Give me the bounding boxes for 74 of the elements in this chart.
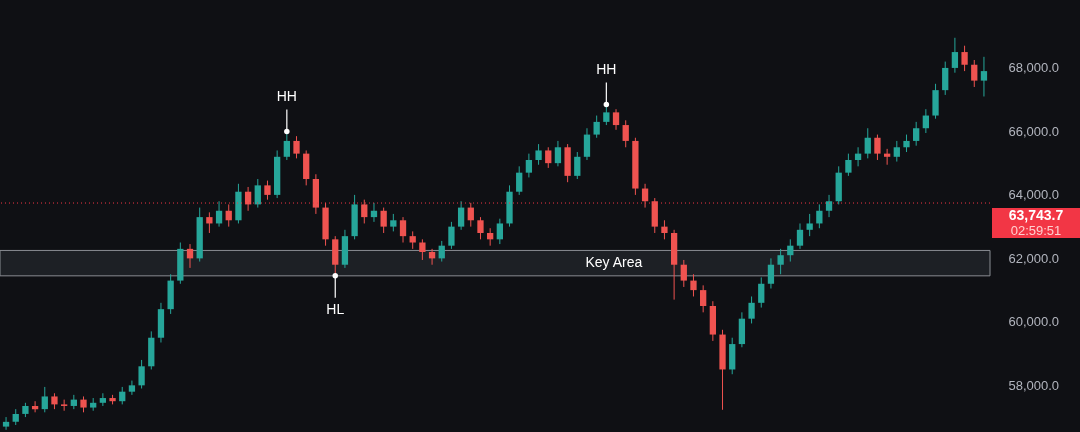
candlestick — [913, 121, 920, 147]
candlestick — [922, 108, 929, 134]
candlestick — [419, 238, 426, 261]
candlestick — [612, 108, 620, 131]
candlestick — [874, 134, 881, 161]
candlestick — [787, 238, 794, 263]
candlestick — [496, 218, 503, 245]
candlestick — [264, 180, 271, 201]
candlestick — [428, 248, 436, 266]
candlestick — [661, 219, 668, 240]
candlestick — [457, 200, 465, 231]
candlestick — [864, 127, 871, 159]
candlestick — [438, 240, 445, 263]
candlestick — [99, 392, 107, 407]
candlestick — [942, 61, 949, 96]
candlestick — [690, 273, 697, 297]
candlestick — [61, 399, 68, 412]
y-tick-label: 68,000.0 — [1008, 60, 1060, 76]
candlestick — [293, 135, 300, 159]
candlestick — [254, 178, 261, 209]
y-tick-label: 66,000.0 — [1008, 123, 1060, 139]
band-label: Key Area — [585, 254, 643, 271]
candlestick — [700, 284, 707, 313]
candlestick — [758, 276, 765, 309]
candlestick — [186, 243, 194, 269]
candlestick — [370, 202, 378, 223]
candlestick — [951, 37, 959, 74]
candlestick — [796, 222, 804, 250]
candlestick — [138, 359, 145, 390]
y-tick-label: 64,000.0 — [1008, 187, 1060, 203]
y-tick-label: 60,000.0 — [1008, 314, 1060, 330]
text: 02:59:51 — [1010, 223, 1062, 239]
candlestick — [593, 115, 600, 139]
candlestick — [215, 200, 223, 228]
candlestick — [971, 59, 978, 88]
candlestick — [477, 216, 484, 240]
candlestick — [448, 221, 455, 250]
candlestick — [31, 400, 39, 413]
annotation: HH — [596, 61, 617, 78]
y-tick-label: 58,000.0 — [1008, 377, 1060, 393]
candlestick — [545, 146, 552, 169]
candlestick — [893, 140, 900, 163]
candlestick — [680, 259, 687, 288]
candlestick — [777, 248, 784, 275]
candlestick — [816, 203, 823, 229]
candlestick — [399, 216, 407, 243]
candlestick — [554, 140, 562, 167]
candlestick — [380, 207, 387, 234]
candlestick — [961, 45, 968, 72]
candlestick — [583, 127, 591, 161]
candlestick — [225, 203, 232, 228]
candlestick — [128, 380, 136, 396]
candlestick — [41, 386, 48, 413]
candlestick — [525, 153, 533, 178]
candlestick — [641, 183, 649, 209]
candlestick — [883, 148, 891, 166]
candlestick — [845, 153, 852, 177]
candlestick — [574, 151, 581, 180]
candlestick — [206, 211, 213, 234]
candlestick — [854, 146, 862, 167]
annotation: HH — [276, 88, 297, 105]
candlestick — [806, 213, 813, 237]
candlestick — [622, 119, 629, 148]
candlestick — [767, 257, 775, 290]
ref-line-label: 63,743.7 — [1008, 207, 1064, 224]
y-tick-label: 62,000.0 — [1008, 250, 1060, 266]
candlestick — [361, 199, 368, 224]
candlestick — [516, 165, 523, 196]
candlestick — [467, 202, 474, 228]
annotation: HL — [326, 300, 345, 317]
candlestick — [535, 143, 542, 166]
candlestick — [748, 295, 755, 324]
candlestick — [2, 416, 10, 431]
candlestick — [980, 56, 988, 97]
